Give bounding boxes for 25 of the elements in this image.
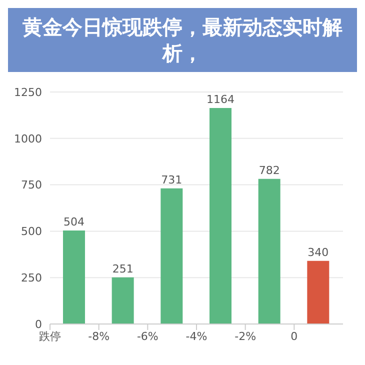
y-tick-label: 0 xyxy=(35,318,42,331)
bar xyxy=(210,108,232,324)
y-tick-label: 500 xyxy=(21,225,42,238)
data-label: 782 xyxy=(258,164,280,177)
data-label: 504 xyxy=(64,215,84,228)
chart-title: 黄金今日惊现跌停，最新动态实时解析， xyxy=(8,8,357,72)
y-tick-label: 250 xyxy=(21,272,42,285)
bar xyxy=(112,277,134,324)
data-label: 251 xyxy=(112,262,134,276)
data-label: 340 xyxy=(308,246,329,259)
bar xyxy=(307,260,330,324)
x-tick-label: -4% xyxy=(186,330,208,343)
bar xyxy=(63,230,85,324)
data-label: 731 xyxy=(161,173,182,186)
x-tick-label: -2% xyxy=(234,330,256,343)
y-tick-label: 750 xyxy=(21,178,42,192)
bar xyxy=(160,188,183,324)
bar xyxy=(258,178,280,324)
x-tick-label: -8% xyxy=(88,330,110,343)
y-tick-label: 1250 xyxy=(14,86,42,99)
x-tick-label: -6% xyxy=(136,330,158,343)
y-tick-label: 1000 xyxy=(14,132,42,146)
x-tick-label: 0 xyxy=(290,330,298,343)
data-label: 1164 xyxy=(206,92,234,106)
x-tick-label: 跌停 xyxy=(39,330,61,343)
